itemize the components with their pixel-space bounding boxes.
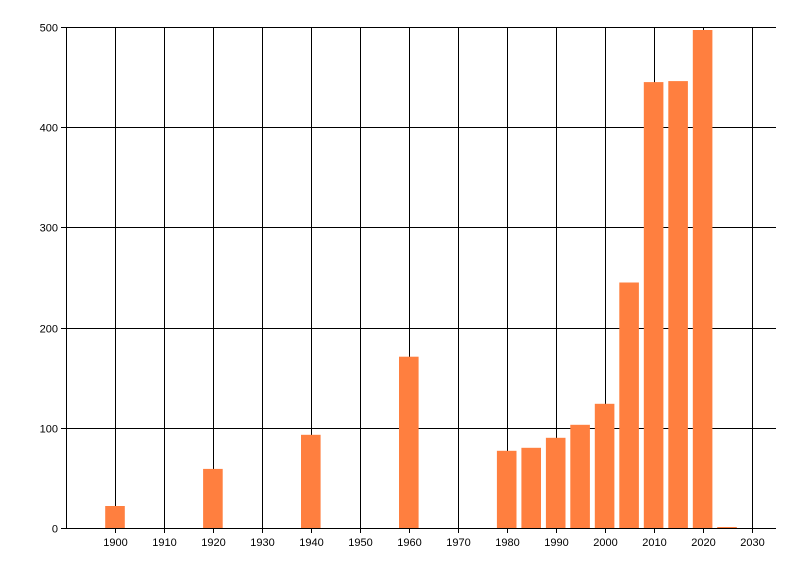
y-tick-label: 200	[40, 324, 58, 336]
y-tick-label: 0	[52, 524, 58, 536]
x-tick-label: 1970	[446, 537, 470, 549]
x-tick-label: 1930	[250, 537, 274, 549]
x-tick-label: 1960	[397, 537, 421, 549]
bar-1985	[521, 447, 541, 528]
bar-2020	[692, 30, 713, 528]
bar-1995	[570, 424, 590, 528]
bar-1980	[496, 450, 517, 528]
x-tick-label: 1950	[348, 537, 372, 549]
x-tick-label: 1990	[544, 537, 568, 549]
axes	[66, 27, 776, 529]
bar-2025	[717, 527, 737, 528]
x-tick-label: 1980	[495, 537, 519, 549]
bar-1960	[399, 356, 419, 528]
bar-2015	[668, 81, 688, 528]
x-tick-label: 1900	[103, 537, 127, 549]
x-tick-label: 1910	[152, 537, 176, 549]
x-tick-label: 1940	[299, 537, 323, 549]
bar-1920	[203, 468, 223, 528]
x-tick-label: 2030	[740, 537, 764, 549]
bar-1940	[301, 434, 321, 528]
bar-1900	[105, 506, 125, 528]
y-tick-label: 500	[40, 23, 58, 35]
x-tick-label: 2000	[593, 537, 617, 549]
y-tick-label: 100	[40, 424, 58, 436]
y-axis-ticks: 0 100 200 300 400 500	[40, 23, 66, 536]
bar-2010	[643, 82, 664, 528]
bar-2000	[594, 403, 615, 528]
bar-2005	[619, 282, 639, 528]
bar-1990	[545, 437, 566, 528]
y-tick-label: 400	[40, 123, 58, 135]
x-tick-label: 1920	[201, 537, 225, 549]
x-tick-label: 2010	[642, 537, 666, 549]
bars	[105, 30, 737, 528]
x-tick-label: 2020	[691, 537, 715, 549]
x-axis-ticks: 1900 1910 1920 1930 1940 1950 1960 1970 1980 1990…	[103, 528, 765, 549]
y-tick-label: 300	[40, 223, 58, 235]
